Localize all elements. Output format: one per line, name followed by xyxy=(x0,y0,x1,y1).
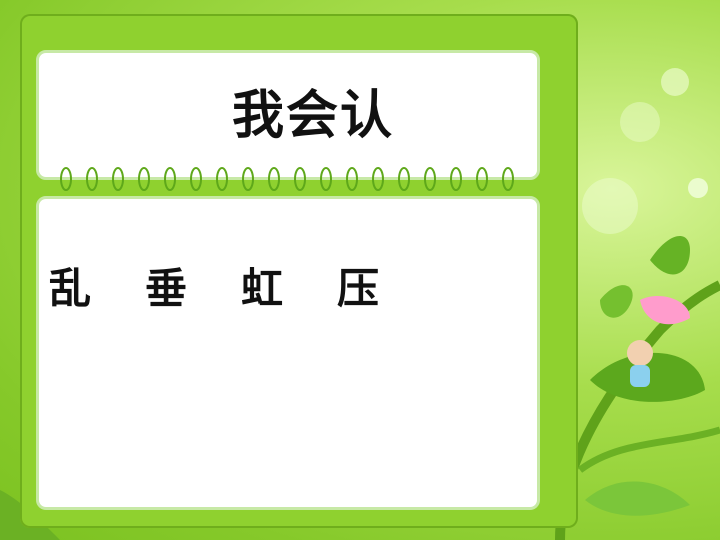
content-panel: 乱垂虹压 xyxy=(36,196,540,510)
character-item: 虹 xyxy=(241,264,284,313)
character-list: 乱垂虹压 xyxy=(49,255,433,316)
title-panel: 我会认 xyxy=(36,50,540,180)
character-item: 压 xyxy=(337,264,380,313)
character-item: 垂 xyxy=(145,264,188,313)
character-item: 乱 xyxy=(49,264,92,313)
notebook-rings xyxy=(60,167,514,191)
page-title: 我会认 xyxy=(231,86,394,146)
